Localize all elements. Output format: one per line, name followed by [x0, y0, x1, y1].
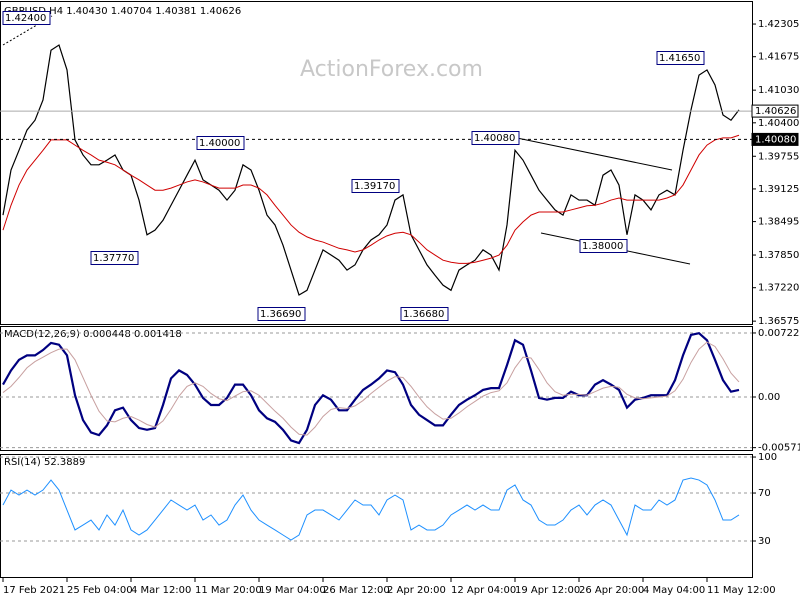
- price-label: 1.40626: [755, 106, 796, 117]
- price-box: [751, 104, 799, 118]
- y-tick-label: 1.41675: [758, 52, 799, 63]
- rsi-title: RSI(14) 52.3889: [4, 457, 85, 468]
- annotation-box: [656, 51, 705, 65]
- x-tick-label: 12 Apr 04:00: [451, 585, 516, 596]
- series-line: [2, 341, 740, 436]
- trend-line: [516, 137, 673, 171]
- annotation-box: [2, 11, 51, 25]
- x-tick-label: 4 Mar 12:00: [131, 585, 191, 596]
- y-tick-label: 0.00: [758, 392, 780, 403]
- macd-title: MACD(12,26,9) 0.000448 0.001418: [4, 329, 182, 340]
- annotation-box: [400, 307, 449, 321]
- y-tick-label: 1.38495: [758, 217, 799, 228]
- annotation-box: [196, 136, 245, 150]
- y-tick-label: 1.40400: [758, 118, 799, 129]
- series-line: [2, 332, 740, 445]
- series-line: [2, 477, 740, 541]
- annotation: 1.37770: [93, 253, 134, 264]
- annotation-box: [351, 179, 400, 193]
- chart-title: GBPUSD,H4 1.40430 1.40704 1.40381 1.4062…: [4, 6, 241, 17]
- x-tick-label: 25 Feb 04:00: [67, 585, 133, 596]
- annotation-box: [257, 307, 306, 321]
- y-tick-label: 1.41030: [758, 85, 799, 96]
- x-tick-label: 19 Mar 04:00: [259, 585, 326, 596]
- annotation: 1.36680: [403, 309, 444, 320]
- annotation: 1.41650: [659, 53, 700, 64]
- x-tick-label: 11 May 12:00: [707, 585, 776, 596]
- series-line: [2, 134, 740, 264]
- watermark: ActionForex.com: [300, 57, 483, 82]
- y-tick-label: 1.37850: [758, 250, 799, 261]
- y-tick-label: 70: [758, 488, 771, 499]
- x-tick-label: 26 Mar 12:00: [323, 585, 390, 596]
- y-tick-label: 0.007227: [758, 328, 800, 339]
- y-tick-label: 100: [758, 452, 777, 463]
- annotation-box: [90, 251, 139, 265]
- y-tick-label: 30: [758, 536, 771, 547]
- trend-line: [2, 15, 53, 46]
- annotation: 1.38000: [582, 241, 623, 252]
- price-box: [751, 132, 799, 146]
- annotation: 1.36690: [260, 309, 301, 320]
- y-tick-label: 1.42305: [758, 19, 799, 30]
- macd-panel-frame: [0, 326, 753, 451]
- rsi-panel-frame: [0, 454, 753, 578]
- price-label: 1.40080: [755, 134, 796, 145]
- annotation-box: [579, 239, 628, 253]
- x-tick-label: 11 Mar 20:00: [195, 585, 262, 596]
- annotation-box: [471, 131, 520, 145]
- x-tick-label: 17 Feb 2021: [3, 585, 65, 596]
- annotation: 1.39170: [354, 181, 395, 192]
- y-tick-label: 1.39125: [758, 184, 799, 195]
- y-tick-label: 1.39755: [758, 151, 799, 162]
- y-tick-label: 1.36575: [758, 316, 799, 327]
- annotation: 1.40080: [474, 133, 515, 144]
- price-panel-frame: [0, 1, 753, 325]
- y-tick-label: -0.005714: [758, 443, 800, 454]
- x-tick-label: 19 Apr 12:00: [515, 585, 580, 596]
- x-tick-label: 26 Apr 20:00: [579, 585, 644, 596]
- y-tick-label: 1.37220: [758, 283, 799, 294]
- x-tick-label: 4 May 04:00: [643, 585, 705, 596]
- annotation: 1.42400: [5, 13, 46, 24]
- annotation: 1.40000: [199, 138, 240, 149]
- x-tick-label: 2 Apr 20:00: [387, 585, 446, 596]
